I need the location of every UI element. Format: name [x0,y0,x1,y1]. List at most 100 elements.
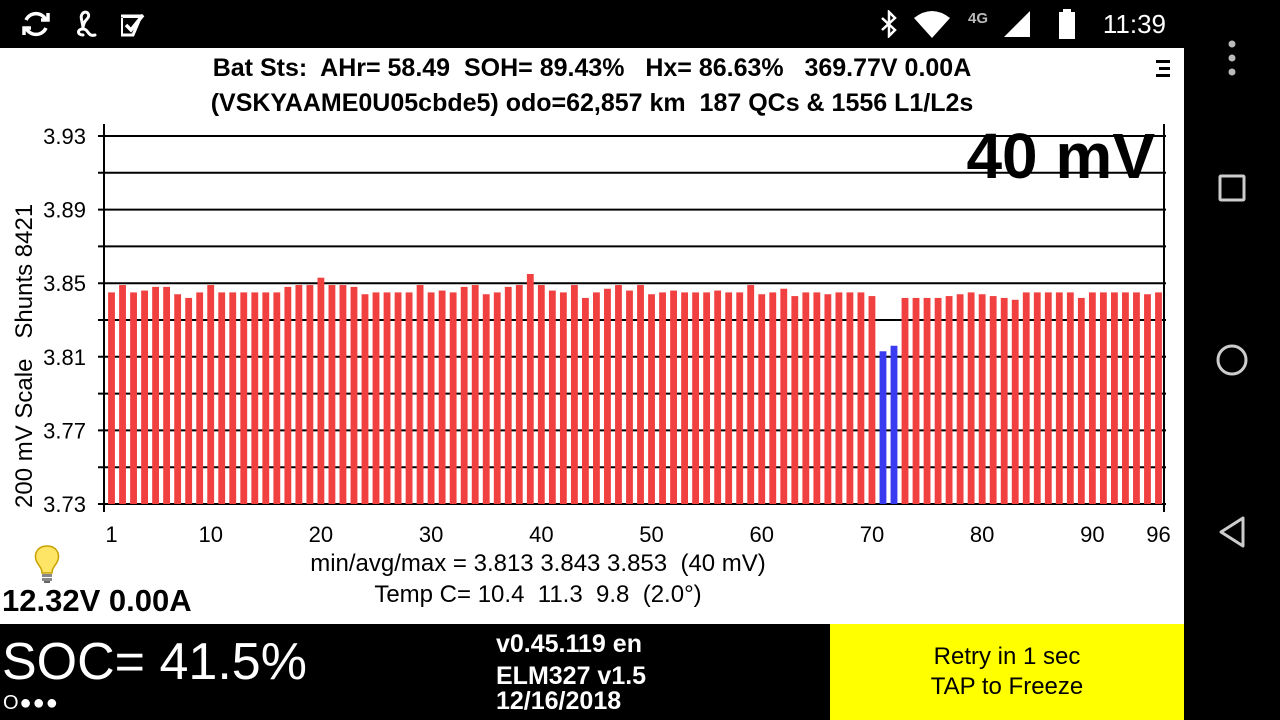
home-icon[interactable] [1208,336,1256,384]
cell-bar [108,292,115,504]
cell-bar [868,296,876,504]
overflow-menu-icon[interactable] [1208,34,1256,82]
cell-bar [648,294,655,504]
cell-bar [416,285,424,504]
y-tick-label: 3.85 [43,271,86,296]
cell-bar [229,292,237,504]
cell-bar [681,292,689,504]
cell-bar [1011,299,1019,504]
cell-bar [427,292,435,504]
y-tick-label: 3.93 [43,124,86,149]
x-tick-label: 10 [198,522,222,547]
app-version: v0.45.119 en [496,630,642,658]
y-axis-label: 200 mV Scale Shunts 8421 [11,204,38,508]
cell-bar [945,296,953,504]
progress-dots: O●●● [3,692,59,714]
cell-bar [515,285,523,504]
cell-bar [394,292,402,504]
cell-bar [361,294,369,504]
cell-bar [185,297,193,504]
x-tick-label: 90 [1080,522,1104,547]
cell-bar [174,294,182,504]
x-tick-label: 40 [529,522,553,547]
cell-bar [846,292,854,504]
retry-freeze-button[interactable]: Retry in 1 sec TAP to Freeze [830,624,1184,720]
cell-bar [835,292,843,504]
cell-bar [1000,297,1008,504]
cell-bar [405,292,413,504]
cell-bar [1133,292,1140,504]
menu-icon[interactable] [1152,58,1172,80]
cell-bar [328,285,336,504]
y-tick-label: 3.81 [43,345,86,370]
cell-bar [791,296,799,504]
cell-bar [1155,292,1162,504]
bottom-bar: SOC= 41.5% O●●● v0.45.119 en ELM327 v1.5… [0,624,1184,720]
soc-readout: SOC= 41.5% [2,633,307,691]
cell-bar [593,292,600,504]
cell-bar [240,292,248,504]
adapter-version: ELM327 v1.5 [496,662,647,690]
cell-bar [339,285,347,504]
cell-bar [703,292,711,504]
y-axis: 3.93 3.89 3.85 3.81 3.77 3.73 [43,124,86,517]
back-icon[interactable] [1208,508,1256,556]
aux-battery-voltage: 12.32V 0.00A [2,583,192,618]
cell-bar [780,288,788,504]
wifi-icon [912,8,952,40]
cell-bar [218,292,226,504]
cell-bar [537,285,545,504]
navigation-bar [1184,0,1280,720]
x-tick-label: 80 [970,522,994,547]
cell-bar [559,292,567,504]
cell-bar [273,292,281,504]
cell-bar [1066,292,1074,504]
y-tick-label: 3.77 [43,418,86,443]
cell-bar [295,285,303,504]
script-l-icon [68,8,100,40]
cell-bar [857,292,865,504]
cell-bar [262,292,270,504]
cell-bar [1022,292,1030,504]
cell-bar [306,285,314,504]
cell-bar [659,292,666,504]
cell-bar [449,292,457,504]
battery-status-line: Bat Sts: AHr= 58.49 SOH= 89.43% Hx= 86.6… [212,54,972,82]
cell-bar [460,286,468,504]
cell-bar [769,292,777,504]
vehicle-info-line: (VSKYAAME0U05cbde5) odo=62,857 km 187 QC… [210,89,974,117]
cell-bar [526,274,534,504]
cell-bar [570,285,578,504]
cell-bar [207,285,215,504]
cell-bar [736,292,744,504]
cell-voltage-chart[interactable]: 3.93 3.89 3.85 3.81 3.77 3.73 1 10 20 30 40 50 60 70… [0,48,1184,548]
cell-bar [901,297,909,504]
cell-bar [714,290,722,504]
cell-bar [1122,292,1129,504]
cell-bar [1033,292,1041,504]
cell-bar [1088,292,1096,504]
cell-bar [670,290,677,504]
cell-bar [912,297,920,504]
cell-bar [548,290,556,504]
cell-bar [438,290,446,504]
cell-bar [196,292,204,504]
cell-bar [626,290,633,504]
cell-bar [813,292,821,504]
cell-bars [108,274,1162,504]
x-tick-label: 1 [105,522,117,547]
recents-icon[interactable] [1208,164,1256,212]
cell-bar [802,292,810,504]
cell-bar [637,285,644,504]
cell-bar [824,294,832,504]
cell-bar [1044,292,1052,504]
x-tick-label: 50 [639,522,663,547]
signal-icon [1002,8,1032,40]
bluetooth-icon [876,8,902,40]
cell-bar [1110,292,1118,504]
lightbulb-icon [32,544,62,589]
cell-bar [989,296,997,504]
x-tick-label: 96 [1146,522,1170,547]
cell-bar [934,297,942,504]
cell-bar [163,286,171,504]
